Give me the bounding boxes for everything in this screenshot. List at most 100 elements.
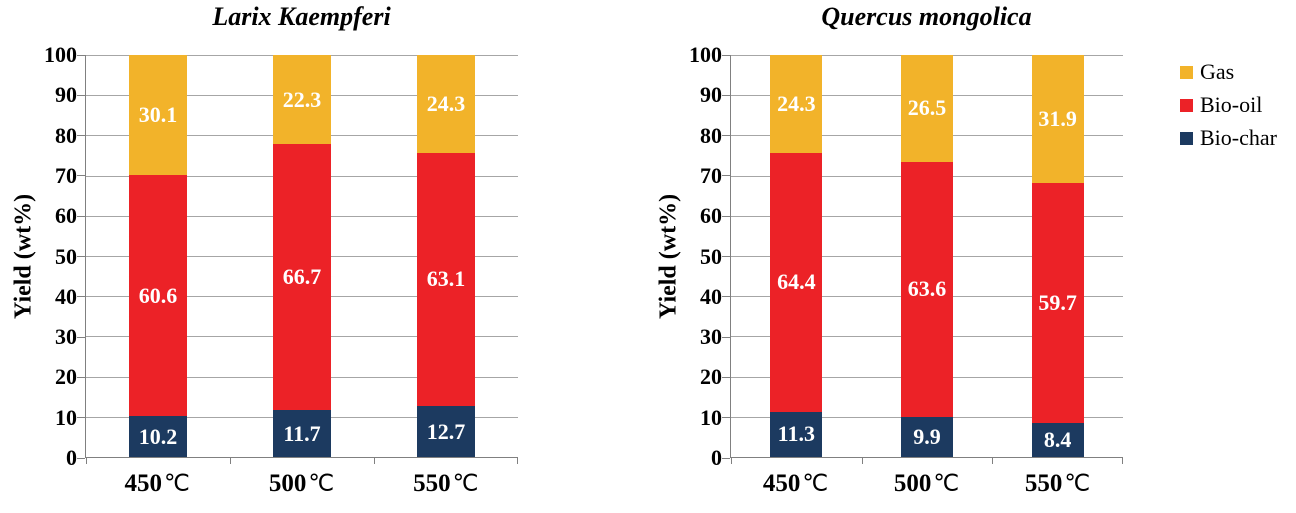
bar-segment-gas: 26.5	[900, 55, 953, 162]
bar-segment-gas: 22.3	[272, 55, 331, 145]
x-tick-mark	[229, 457, 231, 464]
y-tick-mark	[77, 296, 85, 298]
bar-value-label: 30.1	[138, 101, 178, 127]
y-tick-mark	[722, 457, 730, 459]
bar-value-label: 12.7	[426, 418, 466, 444]
y-tick-mark	[722, 417, 730, 419]
bar-value-label: 9.9	[913, 424, 941, 450]
bar-value-label: 10.2	[138, 423, 178, 449]
x-category-unit: ℃	[1064, 471, 1091, 496]
y-tick-label: 100	[44, 42, 77, 67]
bar-slot: 12.7 63.1 24.3	[374, 55, 518, 457]
x-tick-mark	[1122, 457, 1123, 464]
x-category-label: 500℃	[229, 471, 373, 513]
x-tick-mark	[992, 457, 994, 464]
y-tick-label: 30	[55, 324, 77, 350]
stacked-bar: 11.3 64.4 24.3	[770, 55, 823, 457]
legend-swatch-gas	[1180, 65, 1193, 79]
bar-segment-bio-oil: 64.4	[770, 152, 823, 412]
y-tick-label: 40	[55, 283, 77, 309]
bar-segment-bio-char: 11.3	[770, 411, 823, 457]
x-category-value: 500	[268, 470, 307, 497]
bar-value-label: 63.6	[907, 276, 947, 302]
bar-value-label: 11.7	[283, 420, 321, 446]
y-tick-label: 20	[55, 364, 77, 390]
x-category-value: 450	[124, 470, 162, 497]
y-tick-label: 80	[700, 122, 722, 148]
y-tick-mark	[77, 94, 85, 96]
legend-item: Bio-char	[1180, 127, 1277, 149]
legend-label: Gas	[1200, 59, 1235, 84]
bar-segment-gas: 24.3	[770, 55, 823, 153]
y-tick-mark	[722, 256, 730, 257]
y-tick-label: 90	[55, 82, 77, 108]
bar-segment-gas: 31.9	[1031, 55, 1084, 184]
y-tick-label: 60	[700, 203, 722, 229]
bar-segment-bio-oil: 59.7	[1031, 183, 1084, 424]
y-tick-label: 70	[55, 162, 77, 188]
bar-slot: 8.4 59.7 31.9	[992, 55, 1123, 457]
y-tick-label: 20	[700, 364, 722, 390]
bar-segment-bio-oil: 60.6	[128, 174, 187, 417]
y-tick-label: 40	[700, 283, 722, 309]
chart-title: Quercus mongolica	[821, 2, 1032, 31]
y-tick-label: 100	[689, 42, 722, 67]
bar-value-label: 11.3	[777, 421, 815, 447]
plot-area: 10.2 60.6 30.1 11.7 66.7 22.3 12.7 63.1 24.3	[85, 55, 518, 464]
x-category-label: 450℃	[730, 471, 861, 513]
y-tick-mark	[77, 256, 85, 257]
bar-segment-bio-oil: 63.6	[900, 161, 953, 418]
stacked-bar: 10.2 60.6 30.1	[128, 55, 187, 457]
bar-slot: 11.7 66.7 22.3	[230, 55, 374, 457]
x-category-label: 550℃	[374, 471, 518, 513]
plot-area: 11.3 64.4 24.3 9.9 63.6 26.5 8.4 59.7 31.9	[730, 55, 1123, 464]
x-category-value: 550	[1024, 470, 1063, 497]
x-category-label: 500℃	[861, 471, 992, 513]
y-axis-title: Yield (wt%)	[655, 193, 682, 320]
y-axis: 0 10 20 30 40 50 60 70 80 90 100	[44, 44, 85, 469]
y-axis: 0 10 20 30 40 50 60 70 80 90 100	[689, 44, 730, 469]
bar-value-label: 66.7	[282, 264, 322, 290]
chart-quercus-mongolica: Quercus mongolica Yield (wt%) 0 10 20 30 40 5…	[645, 0, 1123, 513]
legend-item: Gas	[1180, 61, 1277, 83]
x-category-value: 500	[893, 470, 932, 497]
x-tick-mark	[517, 457, 518, 464]
y-tick-mark	[77, 54, 85, 56]
y-tick-label: 0	[66, 445, 77, 470]
y-tick-label: 80	[55, 122, 77, 148]
x-category-value: 550	[413, 470, 451, 497]
bar-segment-bio-char: 8.4	[1031, 423, 1084, 457]
y-tick-mark	[722, 376, 730, 378]
bar-slot: 9.9 63.6 26.5	[862, 55, 993, 457]
x-tick-mark	[861, 457, 863, 464]
chart-title: Larix Kaempferi	[212, 2, 391, 31]
stacked-bar: 12.7 63.1 24.3	[416, 55, 475, 457]
y-tick-mark	[77, 457, 85, 459]
y-tick-label: 10	[55, 404, 77, 430]
x-axis-labels: 450 ℃ 500℃ 550℃	[85, 458, 518, 513]
bar-value-label: 60.6	[138, 282, 178, 308]
y-tick-mark	[77, 175, 85, 177]
bar-value-label: 26.5	[907, 95, 947, 121]
y-tick-mark	[722, 215, 730, 217]
y-tick-label: 70	[700, 162, 722, 188]
y-tick-mark	[722, 135, 730, 137]
x-category-unit: ℃	[452, 471, 479, 496]
y-tick-label: 50	[700, 243, 722, 269]
y-tick-mark	[77, 215, 85, 217]
bar-segment-bio-char: 11.7	[272, 410, 331, 457]
y-tick-mark	[77, 135, 85, 137]
y-tick-mark	[722, 336, 730, 338]
y-axis-title: Yield (wt%)	[10, 193, 37, 320]
bar-value-label: 24.3	[426, 90, 466, 116]
bar-segment-gas: 24.3	[416, 55, 475, 153]
bar-slot: 10.2 60.6 30.1	[86, 55, 230, 457]
x-category-value: 450	[762, 470, 801, 497]
legend-swatch-bio-char	[1180, 131, 1193, 145]
x-category-unit: ℃	[933, 471, 960, 496]
bar-value-label: 59.7	[1038, 290, 1077, 316]
bar-value-label: 64.4	[777, 269, 816, 295]
y-tick-mark	[722, 94, 730, 96]
y-tick-label: 90	[700, 82, 722, 108]
